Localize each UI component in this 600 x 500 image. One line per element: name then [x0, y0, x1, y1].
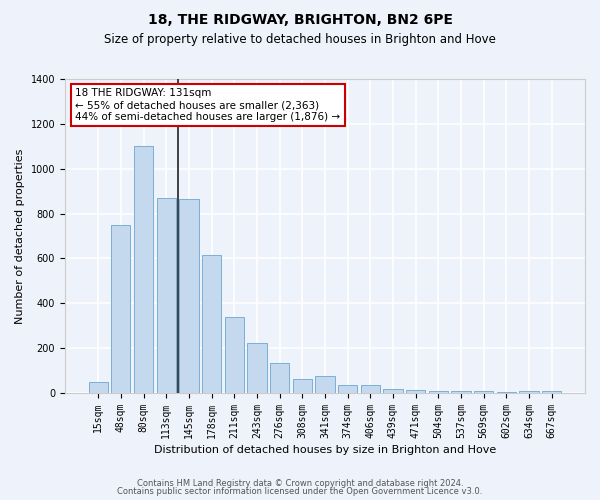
Bar: [451, 391, 470, 393]
Text: 18 THE RIDGWAY: 131sqm
← 55% of detached houses are smaller (2,363)
44% of semi-: 18 THE RIDGWAY: 131sqm ← 55% of detached…: [76, 88, 340, 122]
Bar: [520, 391, 539, 393]
Bar: [361, 385, 380, 393]
Bar: [383, 388, 403, 393]
Bar: [224, 317, 244, 393]
Bar: [157, 198, 176, 393]
Bar: [179, 199, 199, 393]
Bar: [542, 391, 562, 393]
Bar: [202, 255, 221, 393]
Y-axis label: Number of detached properties: Number of detached properties: [15, 148, 25, 324]
Text: Size of property relative to detached houses in Brighton and Hove: Size of property relative to detached ho…: [104, 32, 496, 46]
Bar: [134, 146, 153, 393]
Bar: [111, 225, 130, 393]
X-axis label: Distribution of detached houses by size in Brighton and Hove: Distribution of detached houses by size …: [154, 445, 496, 455]
Bar: [406, 390, 425, 393]
Bar: [316, 376, 335, 393]
Bar: [89, 382, 108, 393]
Bar: [474, 391, 493, 393]
Text: 18, THE RIDGWAY, BRIGHTON, BN2 6PE: 18, THE RIDGWAY, BRIGHTON, BN2 6PE: [148, 12, 452, 26]
Bar: [497, 392, 516, 393]
Text: Contains HM Land Registry data © Crown copyright and database right 2024.: Contains HM Land Registry data © Crown c…: [137, 478, 463, 488]
Bar: [270, 363, 289, 393]
Bar: [428, 391, 448, 393]
Text: Contains public sector information licensed under the Open Government Licence v3: Contains public sector information licen…: [118, 487, 482, 496]
Bar: [338, 385, 357, 393]
Bar: [293, 378, 312, 393]
Bar: [247, 342, 266, 393]
